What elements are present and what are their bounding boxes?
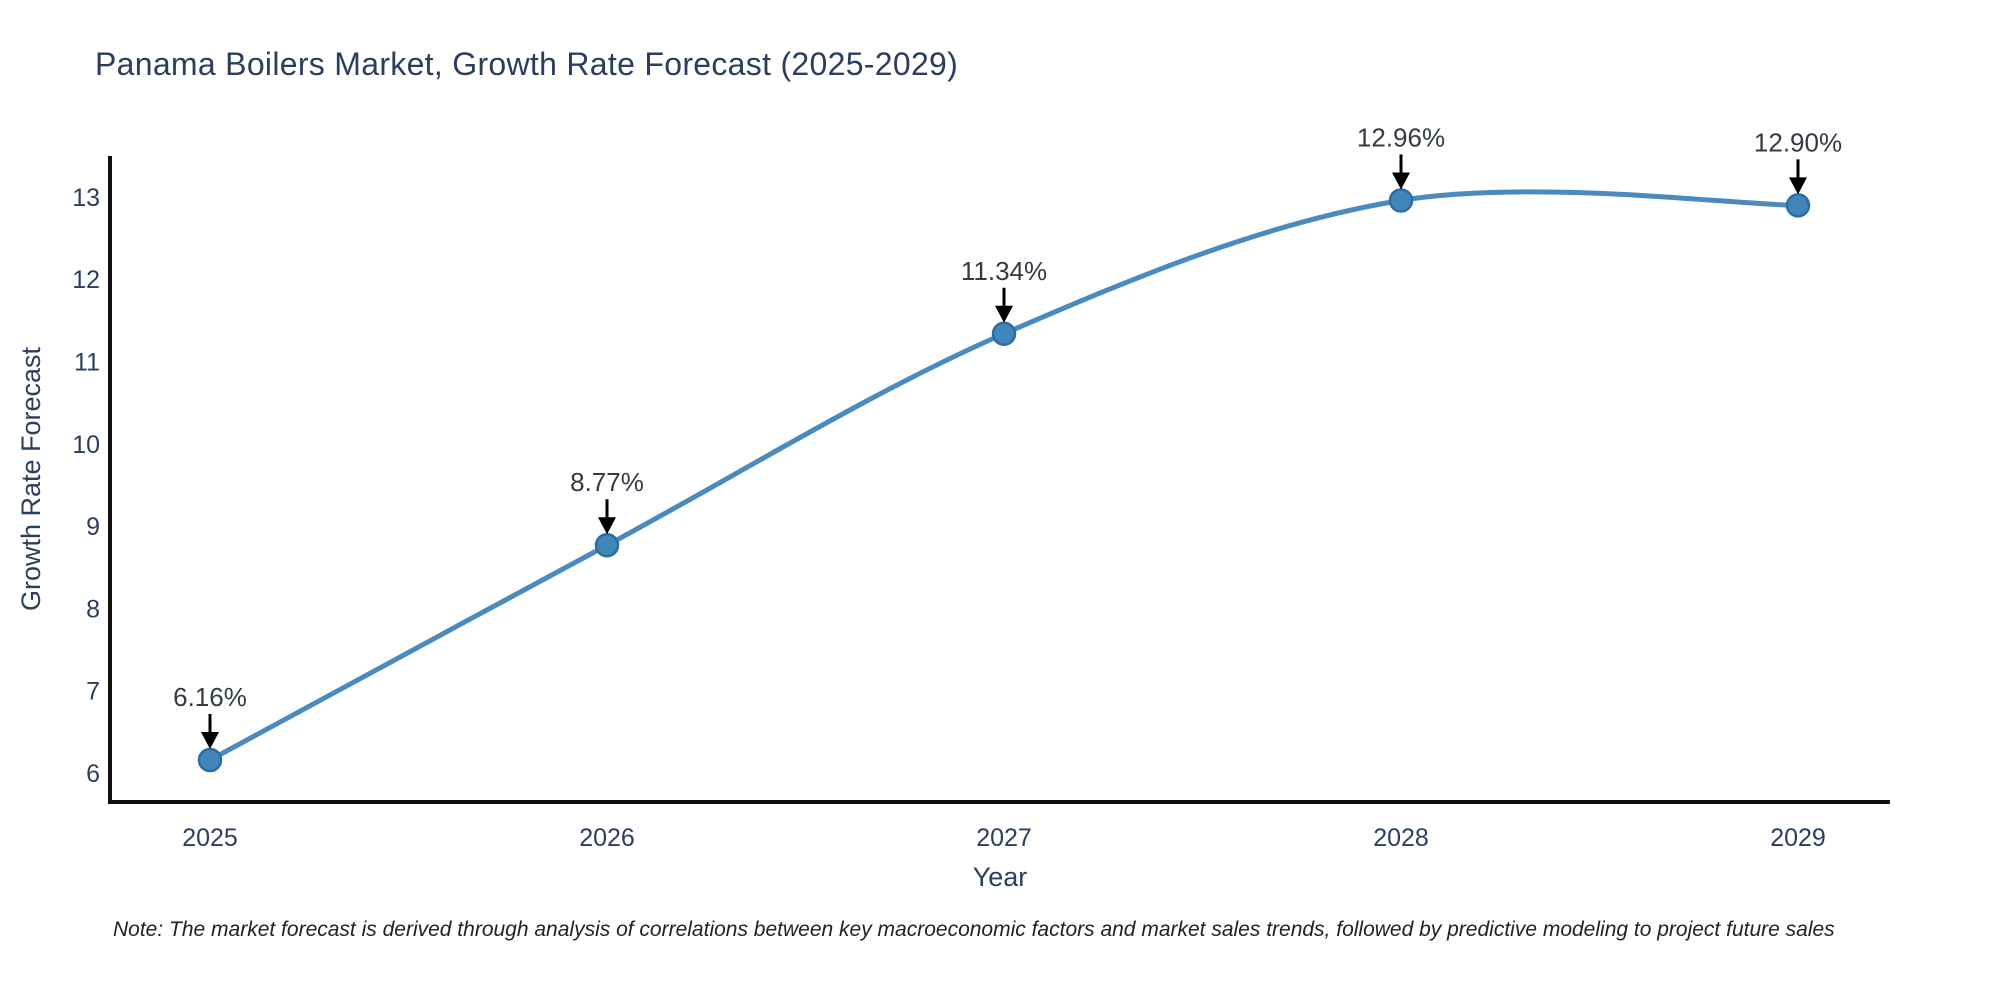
x-tick-label: 2025	[182, 824, 238, 852]
point-label: 6.16%	[173, 682, 247, 712]
x-tick-label: 2029	[1770, 824, 1826, 852]
arrow-down-icon	[1392, 172, 1410, 190]
data-point-marker[interactable]	[197, 747, 223, 773]
arrow-down-icon	[201, 732, 219, 750]
y-axis-title: Growth Rate Forecast	[16, 346, 46, 611]
x-tick-label: 2028	[1373, 824, 1429, 852]
point-label: 8.77%	[570, 467, 644, 497]
y-tick-label: 13	[72, 184, 100, 212]
x-axis-title: Year	[973, 862, 1028, 892]
x-tick-label: 2026	[579, 824, 635, 852]
point-label: 11.34%	[961, 256, 1047, 286]
data-point-marker[interactable]	[1388, 188, 1414, 213]
y-tick-label: 9	[86, 513, 100, 541]
y-tick-label: 11	[74, 348, 100, 376]
data-point-marker[interactable]	[594, 532, 620, 558]
footnote: Note: The market forecast is derived thr…	[113, 918, 1835, 941]
arrow-down-icon	[1789, 177, 1807, 195]
y-tick-label: 12	[72, 266, 100, 294]
x-tick-label: 2027	[976, 824, 1032, 852]
y-tick-label: 6	[86, 760, 100, 788]
point-label: 12.90%	[1754, 127, 1842, 157]
arrow-down-icon	[598, 517, 616, 535]
arrow-down-icon	[995, 305, 1013, 323]
point-label: 12.96%	[1357, 122, 1445, 152]
y-tick-label: 10	[72, 431, 100, 459]
y-tick-label: 7	[86, 678, 100, 706]
data-point-marker[interactable]	[991, 321, 1017, 347]
data-point-marker[interactable]	[1785, 193, 1811, 218]
y-tick-label: 8	[86, 595, 100, 623]
chart-title: Panama Boilers Market, Growth Rate Forec…	[95, 46, 959, 82]
